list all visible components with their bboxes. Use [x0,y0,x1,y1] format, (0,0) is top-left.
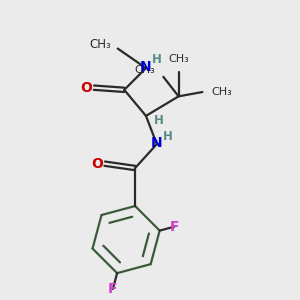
Text: F: F [169,220,179,234]
Text: O: O [91,157,103,171]
Text: H: H [163,130,172,143]
Text: N: N [151,136,163,150]
Text: N: N [140,60,152,74]
Text: O: O [80,81,92,95]
Text: H: H [154,114,164,127]
Text: CH₃: CH₃ [134,65,154,75]
Text: CH₃: CH₃ [211,87,232,97]
Text: CH₃: CH₃ [89,38,111,51]
Text: F: F [108,282,118,296]
Text: CH₃: CH₃ [168,54,189,64]
Text: H: H [152,53,162,66]
